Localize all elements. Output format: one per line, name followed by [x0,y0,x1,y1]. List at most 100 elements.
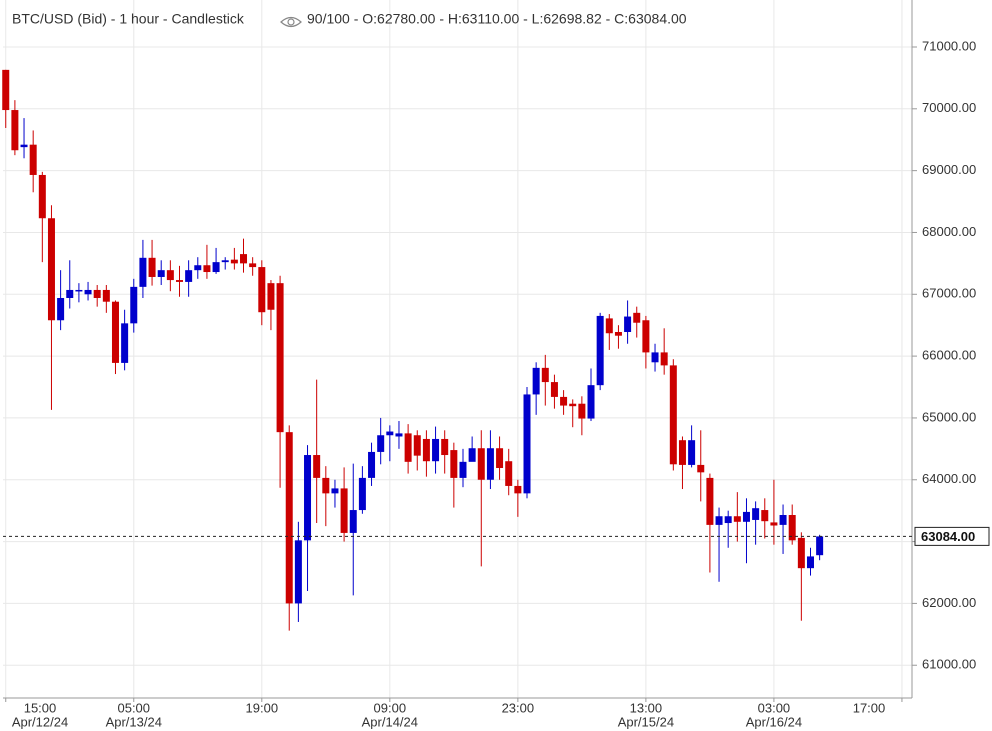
candle-body [788,514,796,541]
candle-body [386,431,394,436]
candle-body [706,477,714,525]
candles [2,69,824,631]
candle-body [505,461,513,486]
candle-body [157,270,165,277]
candle-body [596,315,604,386]
candle-body [770,522,778,526]
candle-body [450,450,458,478]
x-tick-label: 23:00 [502,700,535,715]
candle-body [194,265,202,271]
y-tick-label: 65000.00 [922,409,976,424]
candle-body [166,270,174,281]
candle-body [779,514,787,525]
y-tick-label: 66000.00 [922,348,976,363]
y-tick-label: 61000.00 [922,657,976,672]
candle-body [578,403,586,419]
x-tick-label: 03:00 [758,700,791,715]
candle-body [93,289,101,298]
candle-body [212,262,220,273]
eye-icon [280,16,302,28]
candle-body [11,110,19,151]
y-tick-label: 64000.00 [922,471,976,486]
last-price-label: 63084.00 [921,529,975,544]
candle-body [550,382,558,397]
candle-body [633,312,641,323]
candle-body [57,297,65,321]
y-tick-label: 70000.00 [922,100,976,115]
y-tick-label: 68000.00 [922,224,976,239]
x-date-label: Apr/13/24 [106,714,162,729]
candle-body [111,301,119,363]
candle-body [2,69,10,111]
candle-body [84,289,92,295]
candle-body [47,218,55,321]
candle-body [331,488,339,494]
candle-body [368,451,376,478]
candle-body [185,270,193,282]
candle-body [541,367,549,383]
candle-body [486,448,494,480]
candle-body [240,254,248,264]
candle-body [514,485,522,494]
candle-body [175,280,183,282]
candle-body [258,267,266,313]
candle-body [651,352,659,363]
candle-body [304,455,312,541]
candle-body [29,144,37,175]
candle-body [377,435,385,452]
y-tick-label: 69000.00 [922,162,976,177]
candle-body [733,516,741,522]
candle-body [395,433,403,437]
x-date-label: Apr/14/24 [362,714,418,729]
x-date-label: Apr/12/24 [12,714,68,729]
candle-body [38,174,46,219]
candle-body [477,448,485,480]
candle-body [761,510,769,522]
candle-body [148,257,156,277]
candle-body [322,477,330,494]
candle-body [468,448,476,462]
candle-body [313,455,321,478]
candle-body [742,511,750,522]
candle-body [715,516,723,525]
candle-body [20,144,28,148]
candle-body [358,477,366,511]
candle-body [349,510,357,533]
y-tick-label: 67000.00 [922,286,976,301]
candle-body [806,556,814,569]
candle-body [413,435,421,456]
candle-body [294,540,302,604]
candle-body [724,516,732,524]
candle-body [697,464,705,473]
candle-body [340,488,348,533]
candle-body [624,316,632,332]
x-tick-label: 05:00 [117,700,150,715]
x-tick-label: 13:00 [630,700,663,715]
candle-body [441,438,449,456]
candle-body [678,440,686,465]
candle-body [75,289,83,292]
x-date-label: Apr/16/24 [746,714,802,729]
candle-body [66,289,74,298]
candle-body [816,536,824,556]
candle-body [587,385,595,419]
candle-body [267,283,275,310]
ohlc-info: 90/100 - O:62780.00 - H:63110.00 - L:626… [307,11,687,27]
candle-body [532,367,540,395]
y-tick-label: 71000.00 [922,38,976,53]
candle-body [285,432,293,604]
candle-body [797,537,805,569]
candle-body [102,289,110,302]
candle-body [660,352,668,366]
candle-body [614,331,622,336]
candle-body [432,438,440,462]
y-tick-label: 62000.00 [922,595,976,610]
candle-body [203,265,211,273]
candle-body [459,461,467,478]
candle-body [752,508,760,520]
candle-body [230,259,238,264]
last-price-box [914,526,990,546]
chart-title: BTC/USD (Bid) - 1 hour - Candlestick [12,11,245,27]
